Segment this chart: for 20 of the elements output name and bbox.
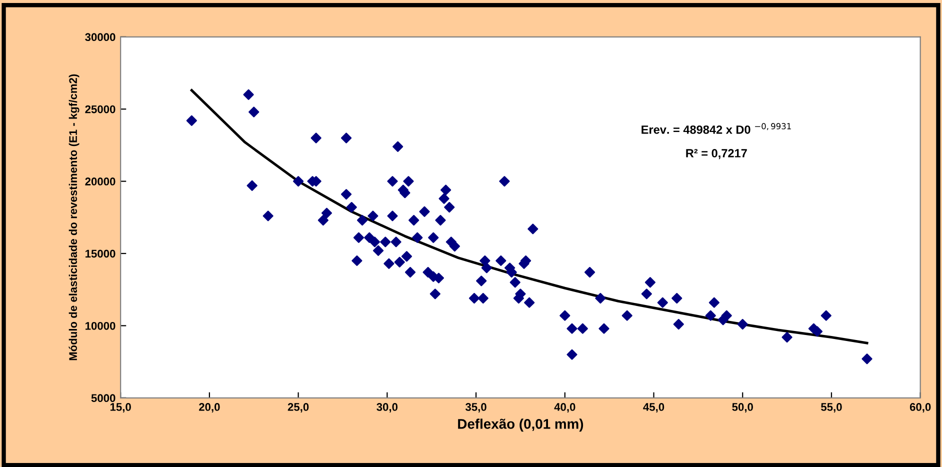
x-tick-label: 55,0 [821,403,842,413]
y-tick-label: 25000 [85,105,116,114]
x-tick-label: 50,0 [732,403,753,413]
x-tick-label: 60,0 [910,403,931,413]
annotation: R² = 0,7217 [686,149,747,160]
y-tick-label: 20000 [85,178,116,186]
x-tick-label: 35,0 [465,403,486,413]
x-tick-label: 40,0 [554,403,576,413]
x-tick-label: 20,0 [199,403,220,413]
y-tick-label: 5000 [91,394,116,402]
x-tick-label: 45,0 [643,403,664,413]
y-axis-title: Módulo de elasticidade do revestimento (E1 - kgf/cm2) [68,74,80,360]
y-tick-label: 15000 [86,250,116,258]
y-tick-label: 30000 [85,33,116,42]
y-tick-label: 10000 [86,322,116,330]
annotation: Erev. = 489842 x D0 $^{−0,9931}$ [642,123,791,134]
x-tick-label: 15,0 [110,403,131,413]
x-tick-label: 25,0 [288,403,309,413]
x-axis-title: Deflexão (0,01 mm) [458,418,584,432]
x-tick-label: 30,0 [376,403,398,413]
